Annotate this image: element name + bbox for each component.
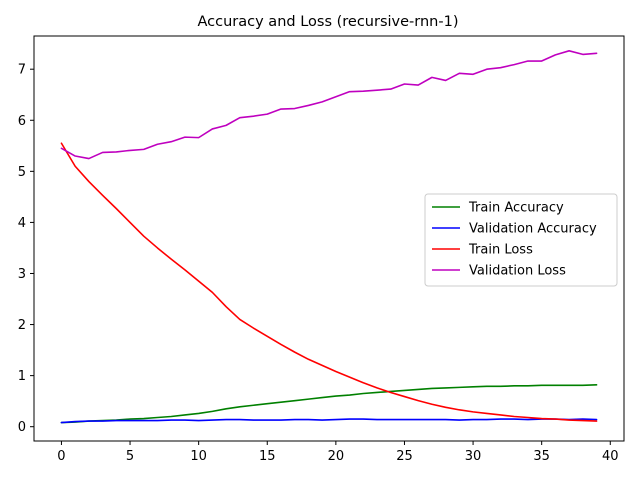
legend-label: Validation Loss [469, 264, 566, 279]
x-axis: 0 5 10 15 20 25 30 35 40 [57, 441, 619, 464]
y-axis: 0 1 2 3 4 5 6 7 [18, 63, 34, 435]
x-tick-label: 15 [259, 449, 276, 464]
x-tick-label: 10 [190, 449, 207, 464]
legend-label: Validation Accuracy [469, 222, 597, 237]
legend-label: Train Loss [468, 243, 533, 258]
y-tick-label: 7 [18, 63, 26, 78]
y-tick-label: 6 [18, 114, 26, 129]
legend-box [424, 193, 618, 287]
legend-label: Train Accuracy [468, 201, 564, 216]
y-tick-label: 3 [18, 267, 26, 282]
y-tick-label: 1 [18, 369, 26, 384]
y-tick-label: 2 [18, 318, 26, 333]
x-tick-label: 30 [465, 449, 482, 464]
x-tick-label: 25 [396, 449, 413, 464]
y-tick-label: 0 [18, 420, 26, 435]
legend: Train Accuracy Validation Accuracy Train L… [424, 193, 618, 287]
x-tick-label: 20 [328, 449, 345, 464]
series-line-validation-accuracy [60, 418, 598, 424]
y-tick-label: 4 [18, 216, 26, 231]
series-line-validation-loss [60, 50, 598, 160]
x-tick-label: 5 [126, 449, 134, 464]
series-line-train-accuracy [60, 384, 598, 424]
y-tick-label: 5 [18, 165, 26, 180]
x-tick-label: 35 [533, 449, 550, 464]
x-tick-label: 40 [602, 449, 619, 464]
plot-area-frame [33, 35, 625, 442]
plot-lines [60, 50, 598, 424]
series-line-train-loss [60, 142, 598, 422]
x-tick-label: 0 [57, 449, 65, 464]
chart-title: Accuracy and Loss (recursive-rnn-1) [198, 14, 459, 30]
